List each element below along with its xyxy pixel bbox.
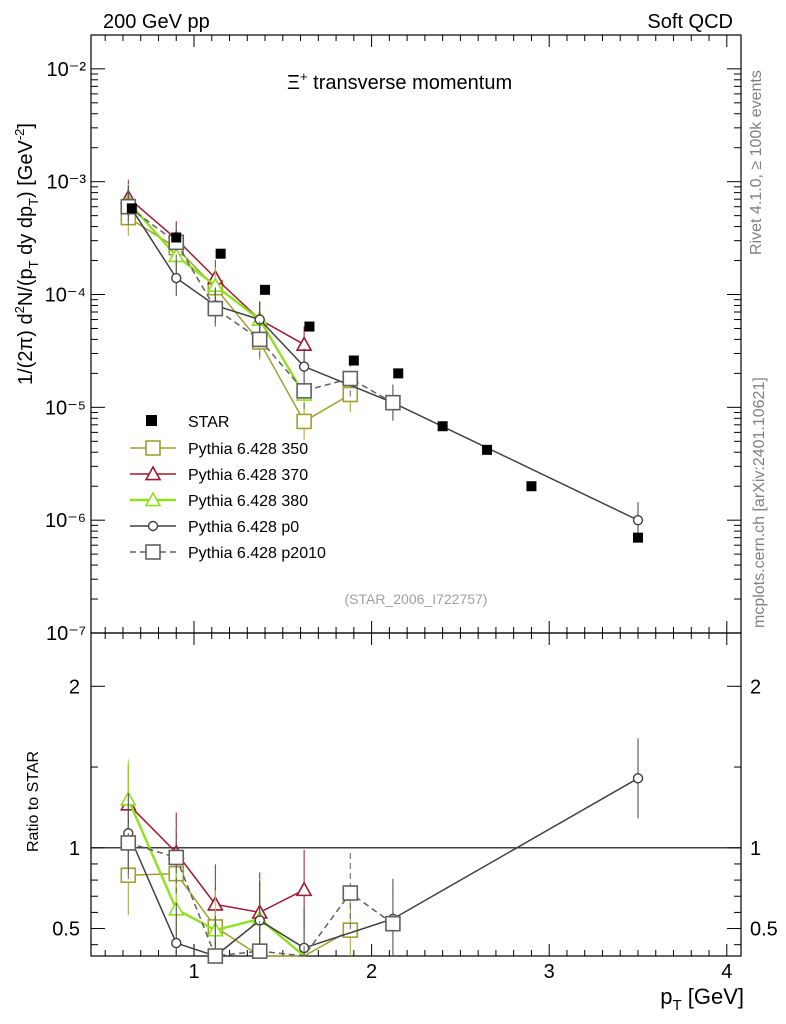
x-label-sub: T bbox=[672, 997, 681, 1014]
x-tick-label: 2 bbox=[366, 961, 377, 983]
legend-marker bbox=[144, 465, 162, 481]
legend-marker bbox=[145, 544, 161, 560]
ratio-point bbox=[168, 849, 185, 866]
series-point bbox=[342, 370, 359, 387]
y-tick-label-main: 10⁻⁵ bbox=[45, 397, 86, 419]
main-frame bbox=[90, 34, 742, 634]
reference-point bbox=[260, 284, 271, 295]
ratio-series-line bbox=[127, 777, 639, 957]
header-left: 200 GeV pp bbox=[103, 11, 210, 33]
ratio-point bbox=[120, 835, 137, 851]
ratio-point bbox=[251, 943, 268, 959]
series-3 bbox=[123, 185, 644, 539]
x-label-p: p bbox=[660, 984, 672, 1009]
ratio-point bbox=[171, 937, 182, 949]
series-point bbox=[171, 272, 182, 284]
header-right: Soft QCD bbox=[647, 11, 733, 33]
series-4 bbox=[120, 188, 401, 421]
reference-point bbox=[437, 421, 448, 432]
legend-label: Pythia 6.428 350 bbox=[188, 441, 308, 458]
x-tick-label: 4 bbox=[721, 961, 732, 983]
ratio-series-line bbox=[128, 872, 351, 957]
reference-point bbox=[171, 232, 182, 243]
reference-point bbox=[526, 481, 537, 492]
x-axis-label: pT [GeV] bbox=[660, 984, 744, 1014]
series-point bbox=[385, 394, 401, 411]
reference-point bbox=[348, 355, 359, 366]
x-tick-label: 3 bbox=[544, 961, 555, 983]
reference-point bbox=[304, 321, 315, 332]
x-tick-label: 1 bbox=[188, 961, 199, 983]
reference-point bbox=[482, 444, 493, 455]
ratio-tick-label-right: 1 bbox=[750, 838, 761, 860]
series-point bbox=[632, 514, 644, 526]
ratio-point bbox=[342, 885, 359, 901]
legend-label: Pythia 6.428 p2010 bbox=[188, 545, 326, 562]
mcplots-label: mcplots.cern.ch [arXiv:2401.10621] bbox=[751, 377, 768, 628]
y-axis-label-main: 1/(2π) d2N/(pT dy dpT) [GeV-2] bbox=[12, 123, 41, 385]
ratio-tick-label-right: 0.5 bbox=[750, 919, 778, 941]
legend-marker bbox=[144, 491, 162, 507]
legend-label: Pythia 6.428 380 bbox=[188, 493, 308, 510]
series-point bbox=[296, 413, 312, 430]
analysis-id: (STAR_2006_I722757) bbox=[345, 591, 488, 607]
ratio-layer bbox=[91, 738, 741, 964]
ratio-point bbox=[632, 773, 644, 784]
legend: STAR Pythia 6.428 350 Pythia 6.428 370 Pyt… bbox=[130, 414, 326, 562]
y-tick-label-main: 10⁻⁷ bbox=[46, 623, 86, 645]
chart-title: Ξ+ transverse momentum bbox=[287, 69, 512, 94]
title-sup: + bbox=[300, 69, 308, 84]
legend-marker bbox=[147, 520, 159, 532]
reference-layer bbox=[126, 203, 643, 543]
x-label-rest: [GeV] bbox=[682, 984, 744, 1009]
legend-label: Pythia 6.428 p0 bbox=[188, 519, 299, 536]
series-line bbox=[127, 201, 306, 396]
title-xi: Ξ bbox=[287, 72, 300, 94]
ratio-point bbox=[207, 948, 224, 964]
ratio-tick-label: 0.5 bbox=[52, 919, 80, 941]
series-1 bbox=[119, 179, 313, 363]
reference-point bbox=[393, 368, 404, 379]
ratio-tick-label: 2 bbox=[69, 676, 80, 698]
ratio-series-4 bbox=[120, 802, 401, 964]
reference-point bbox=[126, 203, 137, 214]
legend-label: Pythia 6.428 370 bbox=[188, 467, 308, 484]
ratio-point bbox=[295, 881, 313, 897]
reference-point bbox=[215, 248, 226, 259]
ratio-frame bbox=[90, 632, 742, 957]
y-tick-label-main: 10⁻⁴ bbox=[45, 285, 86, 307]
y-axis-label-ratio: Ratio to STAR bbox=[25, 751, 42, 852]
title-rest: transverse momentum bbox=[308, 72, 513, 94]
series-point bbox=[295, 335, 313, 351]
series-point bbox=[296, 383, 312, 399]
legend-marker-star bbox=[146, 415, 157, 426]
ratio-point bbox=[385, 915, 401, 932]
ratio-tick-label: 1 bbox=[69, 838, 80, 860]
y-tick-label-main: 10⁻² bbox=[47, 59, 87, 81]
y-tick-label-main: 10⁻⁶ bbox=[45, 510, 86, 532]
series-point bbox=[298, 361, 310, 372]
series-point bbox=[207, 300, 224, 317]
series-2 bbox=[119, 184, 313, 413]
reference-point bbox=[632, 532, 643, 543]
legend-marker bbox=[145, 440, 161, 456]
series-point bbox=[251, 331, 268, 348]
ratio-tick-label-right: 2 bbox=[750, 676, 761, 698]
series-line bbox=[127, 217, 351, 423]
legend-label-star: STAR bbox=[188, 414, 229, 431]
rivet-label: Rivet 4.1.0, ≥ 100k events bbox=[748, 70, 765, 255]
series-layer bbox=[119, 179, 644, 539]
ratio-series-2 bbox=[119, 759, 305, 957]
tick-layer: 1 2 3 4 10⁻⁷ 10⁻⁶ 10⁻⁵ 10⁻⁴ 10⁻³ 10⁻² 0.5 0.5 1 1 2 2 bbox=[45, 35, 778, 983]
y-tick-label-main: 10⁻³ bbox=[47, 172, 87, 194]
